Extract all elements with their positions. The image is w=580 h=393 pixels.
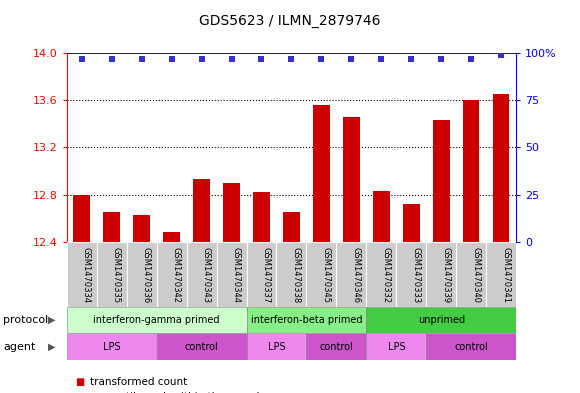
Text: ▶: ▶ xyxy=(48,315,56,325)
Text: LPS: LPS xyxy=(267,342,285,352)
Text: GSM1470332: GSM1470332 xyxy=(382,247,390,303)
Bar xyxy=(246,307,367,333)
Text: GSM1470338: GSM1470338 xyxy=(292,247,300,303)
Bar xyxy=(367,333,426,360)
Bar xyxy=(373,191,390,242)
Text: agent: agent xyxy=(3,342,35,352)
Text: protocol: protocol xyxy=(3,315,48,325)
Bar xyxy=(426,242,456,307)
Bar xyxy=(336,242,367,307)
Bar xyxy=(306,242,336,307)
Bar xyxy=(133,215,150,242)
Bar xyxy=(313,105,329,242)
Bar xyxy=(193,179,210,242)
Text: control: control xyxy=(184,342,219,352)
Bar xyxy=(253,192,270,242)
Text: interferon-beta primed: interferon-beta primed xyxy=(251,315,362,325)
Bar xyxy=(97,242,126,307)
Text: GSM1470336: GSM1470336 xyxy=(142,247,151,303)
Text: GSM1470333: GSM1470333 xyxy=(411,247,420,303)
Bar xyxy=(157,333,246,360)
Bar xyxy=(67,333,157,360)
Bar xyxy=(283,212,300,242)
Bar xyxy=(187,242,216,307)
Bar xyxy=(67,307,246,333)
Text: GSM1470345: GSM1470345 xyxy=(321,247,331,303)
Bar xyxy=(456,242,486,307)
Text: LPS: LPS xyxy=(387,342,405,352)
Bar xyxy=(246,333,306,360)
Text: GSM1470344: GSM1470344 xyxy=(231,247,241,303)
Bar xyxy=(164,232,180,242)
Bar xyxy=(486,242,516,307)
Bar xyxy=(367,307,516,333)
Bar xyxy=(74,195,90,242)
Text: unprimed: unprimed xyxy=(418,315,465,325)
Text: GSM1470339: GSM1470339 xyxy=(441,247,450,303)
Text: control: control xyxy=(454,342,488,352)
Text: GSM1470343: GSM1470343 xyxy=(202,247,211,303)
Bar xyxy=(126,242,157,307)
Text: ▶: ▶ xyxy=(48,342,56,352)
Text: GSM1470342: GSM1470342 xyxy=(172,247,180,303)
Bar xyxy=(103,212,120,242)
Text: GSM1470337: GSM1470337 xyxy=(262,247,270,303)
Bar xyxy=(216,242,246,307)
Text: GSM1470340: GSM1470340 xyxy=(472,247,480,303)
Bar xyxy=(67,242,97,307)
Text: ■: ■ xyxy=(75,376,85,387)
Text: GDS5623 / ILMN_2879746: GDS5623 / ILMN_2879746 xyxy=(200,14,380,28)
Bar xyxy=(433,120,450,242)
Bar xyxy=(403,204,419,242)
Text: ■: ■ xyxy=(75,392,85,393)
Bar xyxy=(246,242,277,307)
Text: GSM1470341: GSM1470341 xyxy=(501,247,510,303)
Text: GSM1470334: GSM1470334 xyxy=(82,247,90,303)
Bar xyxy=(277,242,306,307)
Bar xyxy=(223,183,240,242)
Bar xyxy=(396,242,426,307)
Text: percentile rank within the sample: percentile rank within the sample xyxy=(90,392,266,393)
Text: interferon-gamma primed: interferon-gamma primed xyxy=(93,315,220,325)
Bar xyxy=(367,242,396,307)
Text: LPS: LPS xyxy=(103,342,121,352)
Bar xyxy=(426,333,516,360)
Text: GSM1470346: GSM1470346 xyxy=(351,247,360,303)
Text: transformed count: transformed count xyxy=(90,376,187,387)
Bar xyxy=(493,94,509,242)
Bar xyxy=(463,100,480,242)
Bar xyxy=(306,333,367,360)
Bar xyxy=(157,242,187,307)
Text: control: control xyxy=(320,342,353,352)
Text: GSM1470335: GSM1470335 xyxy=(111,247,121,303)
Bar xyxy=(343,117,360,242)
